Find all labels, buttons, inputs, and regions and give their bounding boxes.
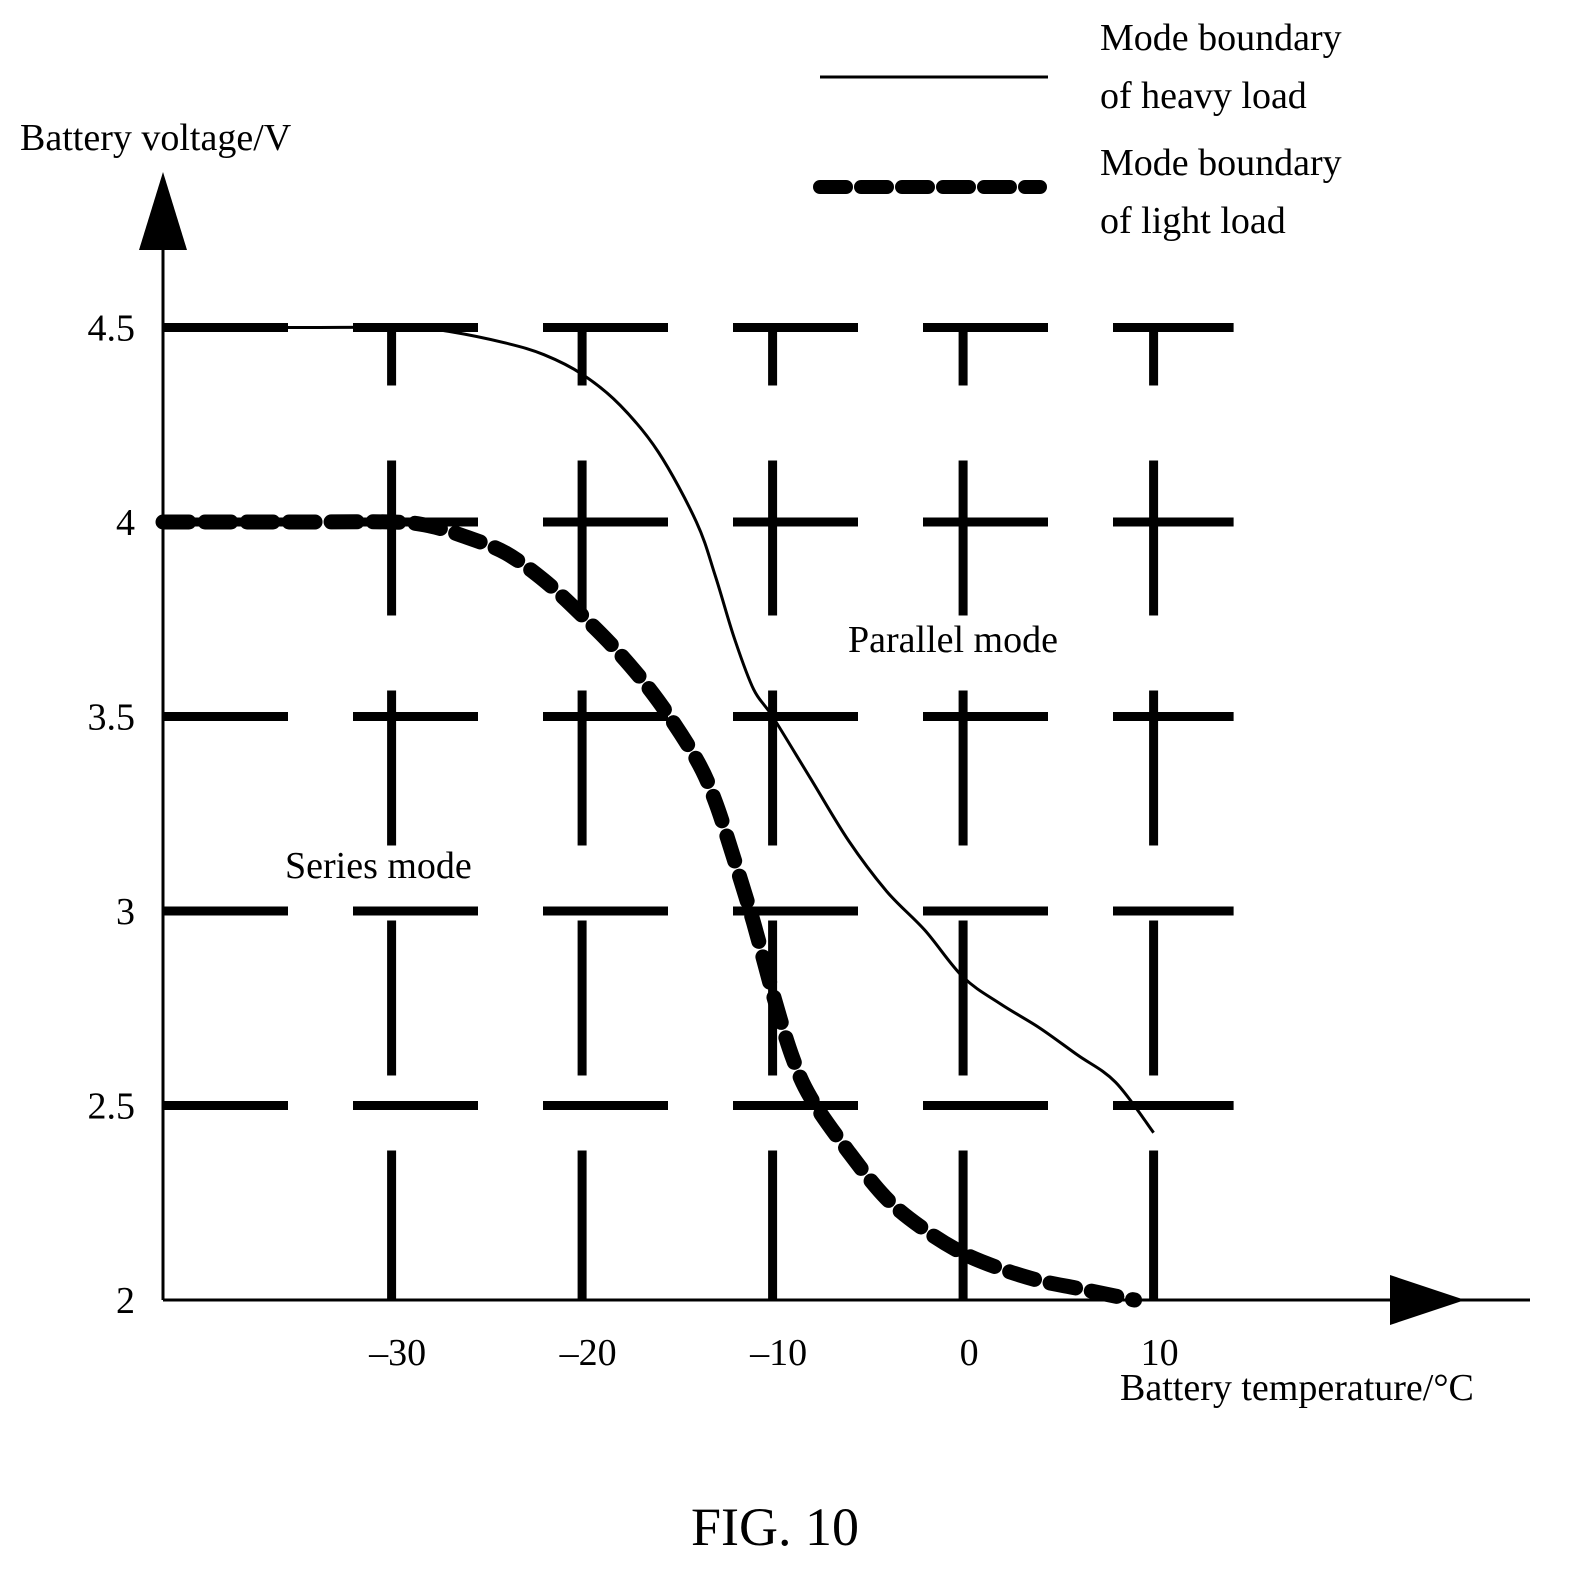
y-axis-arrow <box>139 172 187 250</box>
series-line-light-load <box>155 514 1143 1308</box>
vertical-gridlines <box>387 330 1159 1300</box>
y-axis-title: Battery voltage/V <box>20 117 292 159</box>
y-tick-label: 2.5 <box>88 1086 136 1128</box>
horizontal-gridlines <box>163 323 1234 1110</box>
y-tick-label: 3.5 <box>88 697 136 739</box>
parallel-mode-label: Parallel mode <box>848 619 1058 661</box>
x-tick-labels: –30 –20 –10 0 10 <box>368 1332 1179 1374</box>
y-tick-label: 2 <box>116 1280 135 1322</box>
legend-item-light-load: Mode boundary of light load <box>813 142 1342 242</box>
series-mode-label: Series mode <box>285 845 472 887</box>
legend-label-light-line1: Mode boundary <box>1100 142 1342 184</box>
y-tick-label: 4 <box>116 502 135 544</box>
x-tick-label: –20 <box>559 1332 617 1374</box>
legend-label-light-line2: of light load <box>1100 200 1286 242</box>
x-tick-label: 0 <box>960 1332 979 1374</box>
x-tick-label: –30 <box>368 1332 426 1374</box>
legend-label-heavy-line1: Mode boundary <box>1100 17 1342 59</box>
legend-label-heavy-line2: of heavy load <box>1100 75 1307 117</box>
y-tick-label: 4.5 <box>88 308 136 350</box>
series-layer <box>155 325 1155 1308</box>
x-axis-title: Battery temperature/°C <box>1120 1367 1474 1409</box>
legend: Mode boundary of heavy load Mode boundar… <box>813 17 1342 242</box>
y-tick-label: 3 <box>116 891 135 933</box>
x-tick-label: –10 <box>749 1332 807 1374</box>
axes <box>139 172 1530 1325</box>
x-axis-arrow <box>1390 1275 1465 1325</box>
series-line-heavy-load <box>163 325 1155 1134</box>
legend-item-heavy-load: Mode boundary of heavy load <box>820 17 1342 117</box>
y-tick-labels: 2 2.5 3 3.5 4 4.5 <box>88 308 136 1323</box>
x-tick-label: 10 <box>1141 1332 1179 1374</box>
figure-caption: FIG. 10 <box>691 1497 859 1557</box>
